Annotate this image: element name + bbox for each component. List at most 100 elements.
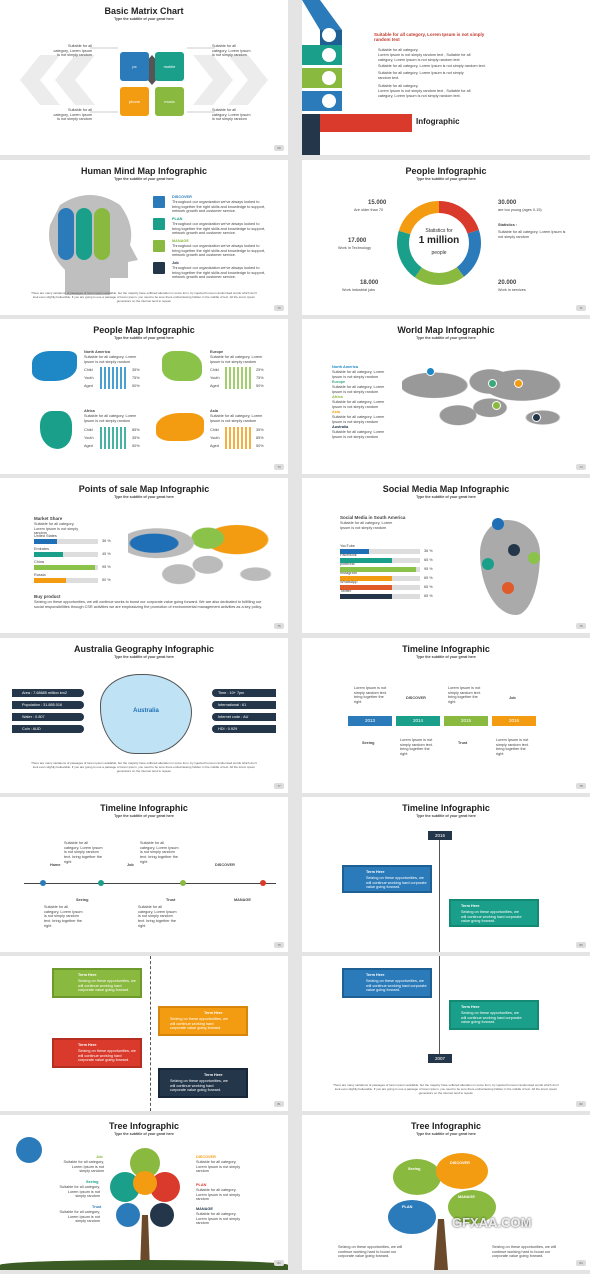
twitter-icon xyxy=(508,544,520,556)
bar-label: YouTube xyxy=(340,544,355,548)
slide-subtitle: Type the subtitle of your great here xyxy=(416,177,476,181)
bar-value: 65 % xyxy=(424,594,433,598)
slide-world-map: World Map Infographic Type the subtitle … xyxy=(302,319,590,474)
timeline-axis xyxy=(439,956,440,1056)
slide-human-mind-map: Human Mind Map Infographic Type the subt… xyxy=(0,160,288,315)
stat-value: 20.000 xyxy=(498,280,517,286)
item-desc: Throughout our organization we've always… xyxy=(172,222,266,236)
slide-title: Timeline Infographic xyxy=(402,644,490,654)
fact-text: HDI : 0.929 xyxy=(218,727,238,731)
map-pin-icon xyxy=(426,367,435,376)
timeline-top-label: Job xyxy=(509,696,516,700)
term-title: Term Here xyxy=(366,870,385,874)
timeline-note: Lorem Ipsum is not simply random text. b… xyxy=(354,686,387,705)
timeline-axis xyxy=(439,837,440,952)
slide-subtitle: Type the subtitle of your great here xyxy=(114,814,174,818)
matrix-text-tr: Suitable for all category, Lorem Ipsum i… xyxy=(212,44,251,58)
slide-timeline-years: Timeline Infographic Type the subtitle o… xyxy=(302,638,590,793)
ribbon-line-8: Lorem Ipsum is not simply random text , … xyxy=(378,89,471,93)
row-value: 35% xyxy=(132,368,140,372)
timeline-dot xyxy=(260,880,266,886)
timeline-note: Suitable for all category, Lorem Ipsum i… xyxy=(64,841,103,864)
footnote: There are many variations of passages of… xyxy=(31,761,257,773)
region-name: Europe xyxy=(210,350,224,354)
region-name: Asia xyxy=(210,409,219,413)
whatsapp-icon xyxy=(482,558,494,570)
bar-fill xyxy=(340,567,416,572)
term-title: Term Here xyxy=(461,904,480,908)
bar-label: Instagram xyxy=(340,571,357,575)
tree-label: MANAGE xyxy=(196,1207,213,1211)
donut-center-1: Statistics for xyxy=(425,228,453,234)
tree-label: PLAN xyxy=(196,1183,207,1187)
region-text: Suitable for all category, Lorem Ipsum i… xyxy=(332,370,385,379)
sun-icon xyxy=(16,1137,42,1163)
row-value: 50% xyxy=(132,444,140,448)
row-value: 85% xyxy=(132,428,140,432)
row-label: Child xyxy=(84,368,93,372)
bar-label: Facebook xyxy=(340,553,357,557)
page-number: 69 xyxy=(274,145,284,151)
year-badge: 2016 xyxy=(428,831,452,840)
timeline-bottom-label: Seeing xyxy=(362,741,375,745)
row-label: Aged xyxy=(210,444,219,448)
item-name: PLAN xyxy=(172,217,183,221)
matrix-text-br: Suitable for all category, Lorem Ipsum i… xyxy=(212,108,251,122)
bar-value: 65 % xyxy=(424,576,433,580)
fact-right-3: Internet code : AU xyxy=(212,713,276,721)
slide-points-of-sale: Points of sale Map Infographic Type the … xyxy=(0,478,288,633)
region-name: Australia xyxy=(332,425,349,429)
row-label: Child xyxy=(210,428,219,432)
tree-text: Suitable for all category, Lorem Ipsum i… xyxy=(63,1160,104,1174)
ground xyxy=(0,1260,288,1270)
discover-icon xyxy=(153,196,165,208)
stat-value: 30.000 xyxy=(498,200,517,206)
tile-phone: phone xyxy=(120,87,149,116)
market-share-text: Suitable for all category, Lorem Ipsum i… xyxy=(34,522,79,536)
stat-label: Work industrial jobs xyxy=(342,288,376,292)
tree-label: Trust xyxy=(92,1205,102,1209)
region-name: Asia xyxy=(332,410,341,414)
term-text: Seizing on these opportunities, we will … xyxy=(366,979,427,993)
term-card: Term Here Seizing on these opportunities… xyxy=(342,865,432,893)
timeline-bottom-label: Trust xyxy=(166,898,176,902)
manage-icon xyxy=(153,240,165,252)
slide-subtitle: Type the subtitle of your great here xyxy=(416,495,476,499)
year-2013: 2013 xyxy=(348,716,392,726)
bar-value: 95 % xyxy=(424,567,433,571)
item-name: MANAGE xyxy=(172,239,189,243)
ribbon-line-3: category, Lorem Ipsum is not simply rand… xyxy=(378,58,460,62)
timeline-line xyxy=(24,883,276,884)
slide-vertical-timeline: Timeline Infographic Type the subtitle o… xyxy=(302,797,590,952)
region-text: Suitable for all category, Lorem Ipsum i… xyxy=(210,355,263,364)
bar-track xyxy=(34,578,98,583)
row-label: Youth xyxy=(210,436,220,440)
slide-subtitle: Type the subtitle of your great here xyxy=(416,814,476,818)
map-pin-icon xyxy=(492,401,501,410)
item-name: DISCOVER xyxy=(172,195,192,199)
term-text: Seizing on these opportunities, we will … xyxy=(170,1017,228,1031)
term-text: Seizing on these opportunities, we will … xyxy=(78,979,136,993)
slide-subtitle: Type the subtitle of your great here xyxy=(114,17,174,21)
ribbon-line-9: category, Lorem Ipsum is not simply rand… xyxy=(378,94,461,98)
timeline-top-label: DISCOVER xyxy=(406,696,426,700)
africa-map-icon xyxy=(40,411,72,449)
bar-label: United States xyxy=(34,534,57,538)
map-pin-icon xyxy=(514,379,523,388)
region-text: Suitable for all category, Lorem Ipsum i… xyxy=(332,385,385,394)
slide-title: Timeline Infographic xyxy=(100,803,188,813)
slide-subtitle: Type the subtitle of your great here xyxy=(416,336,476,340)
term-card: Term Here Seizing on these opportunities… xyxy=(342,968,432,998)
slide-subtitle: Type the subtitle of your great here xyxy=(114,495,174,499)
stat-label: are too young (ages 0-15) xyxy=(498,208,542,212)
bar-fill xyxy=(34,552,63,557)
matrix-text-bl: Suitable for all category, Lorem Ipsum i… xyxy=(53,108,92,122)
slide-title: Australia Geography Infographic xyxy=(73,644,215,654)
row-value: 35% xyxy=(256,428,264,432)
bar-fill xyxy=(340,594,392,599)
tree-text: Suitable for all category, Lorem Ipsum i… xyxy=(59,1210,100,1224)
tree-label: PLAN xyxy=(402,1205,413,1209)
row-label: Youth xyxy=(84,436,94,440)
north-america-map-icon xyxy=(32,351,77,381)
region-text: Suitable for all category, Lorem Ipsum i… xyxy=(332,400,385,409)
